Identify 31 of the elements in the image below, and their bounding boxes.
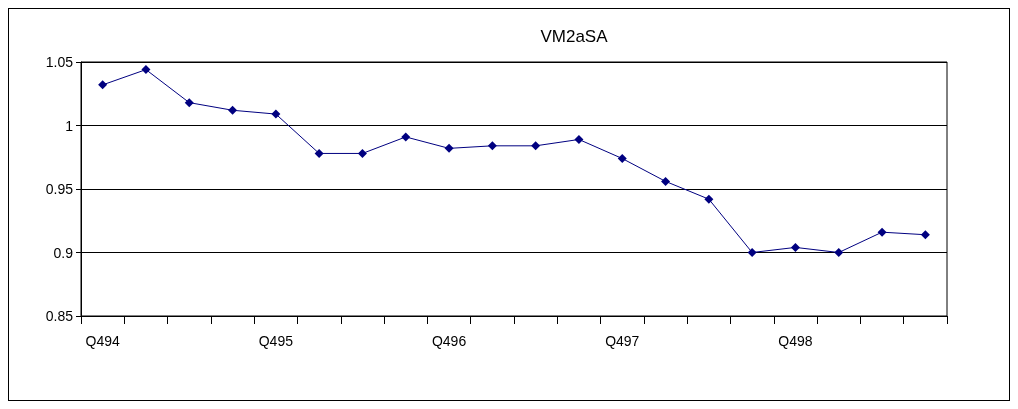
point [141,65,151,75]
point [531,141,541,151]
y-tick-label: 0.95 [45,181,74,197]
point [357,148,367,158]
x-tick-label: Q497 [605,333,640,349]
point [184,98,194,108]
y-tick-label: 0.9 [53,244,74,261]
point [314,148,324,158]
point [747,248,757,257]
x-tick-label: Q494 [85,333,120,349]
x-tick-label: Q496 [431,333,467,349]
x-tick-label: Q495 [258,333,294,349]
point [877,227,887,237]
point [98,80,108,90]
point [574,134,584,144]
chart-title: VM2aSA [540,27,609,46]
point [790,242,800,252]
point [920,230,930,240]
y-tick-label: 1.05 [45,54,74,70]
point [661,176,671,186]
y-tick-label: 0.85 [45,308,74,324]
point [617,154,627,164]
y-tick-label: 1 [65,117,74,134]
point [401,132,411,142]
point [487,141,497,151]
point [834,248,844,257]
point [228,105,238,115]
point [704,194,714,204]
point [444,143,454,153]
x-tick-label: Q498 [778,333,813,349]
point [271,109,281,119]
